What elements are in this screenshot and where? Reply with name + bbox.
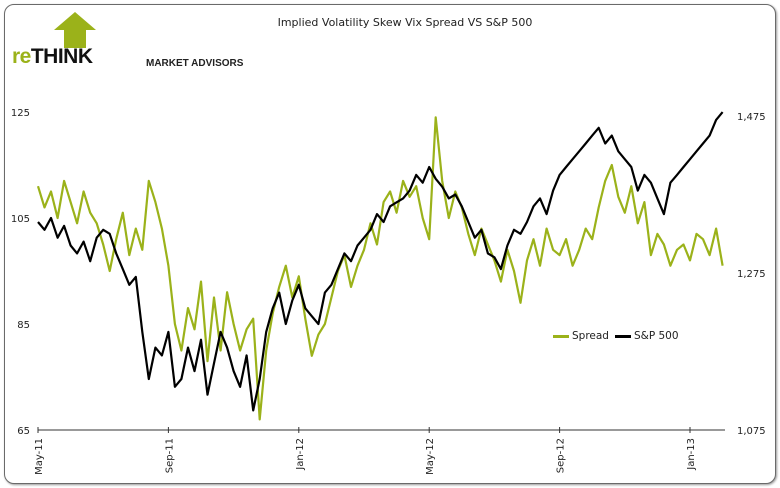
- y-left-tick-label: 65: [17, 426, 30, 437]
- axes: 65 85 105 125 1,075 1,275 1,475 May-11 Sep-11 Jan…: [11, 108, 766, 475]
- legend-item-sp500: S&P 500: [614, 330, 679, 342]
- y-left-tick-label: 85: [17, 320, 30, 331]
- y-right-tick-label: 1,475: [737, 112, 766, 123]
- legend-swatch-spread: [553, 334, 569, 338]
- x-tick-label: Sep-11: [164, 438, 175, 473]
- logo-prefix: re: [12, 45, 31, 68]
- x-tick-label: Jan-12: [295, 438, 306, 471]
- tagline: MARKET ADVISORS: [146, 58, 244, 69]
- legend-item-spread: Spread: [553, 330, 609, 342]
- legend-swatch-sp500: [614, 334, 631, 338]
- x-tick-label: May-11: [34, 438, 45, 475]
- series-lines: [36, 111, 724, 421]
- rethink-logo: [54, 12, 96, 48]
- chart-title: Implied Volatility Skew Vix Spread VS S&…: [277, 16, 533, 29]
- x-tick-label: May-12: [425, 438, 436, 475]
- y-left-tick-label: 125: [11, 108, 30, 119]
- y-left-tick-label: 105: [11, 214, 30, 225]
- series-line-spread: [36, 116, 724, 421]
- x-tick-label: Jan-13: [686, 438, 697, 471]
- y-right-tick-label: 1,275: [737, 269, 766, 280]
- series-line-sp500: [37, 111, 724, 412]
- legend: Spread S&P 500: [553, 330, 685, 342]
- brand-logo-text: reTHINK: [12, 46, 93, 68]
- legend-label-spread: Spread: [572, 330, 609, 342]
- logo-main: THINK: [30, 45, 93, 68]
- arrow-up-icon: [54, 12, 96, 48]
- y-right-tick-label: 1,075: [737, 426, 766, 437]
- x-tick-label: Sep-12: [556, 438, 567, 473]
- legend-label-sp500: S&P 500: [633, 330, 679, 342]
